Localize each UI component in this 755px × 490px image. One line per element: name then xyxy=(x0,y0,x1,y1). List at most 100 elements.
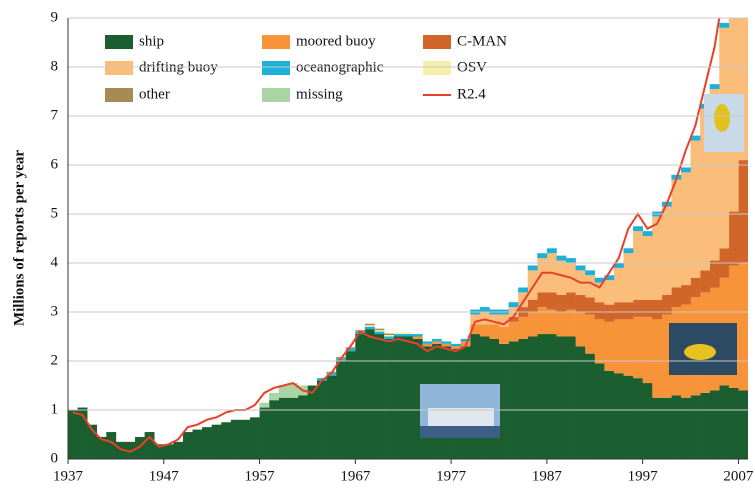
bar-segment xyxy=(441,341,452,344)
bar-segment xyxy=(585,275,596,298)
bar-segment xyxy=(566,309,576,337)
bar-segment xyxy=(87,424,98,459)
bar-segment xyxy=(230,419,241,459)
bar-segment xyxy=(700,392,710,459)
bar-segment xyxy=(690,135,701,141)
bar-segment xyxy=(96,436,107,459)
bar-segment xyxy=(211,424,222,459)
bar-segment xyxy=(317,380,327,459)
bar-segment xyxy=(326,375,337,459)
bar-segment xyxy=(384,336,394,339)
bar-segment xyxy=(393,336,404,459)
bar-segment xyxy=(508,321,519,342)
bar-segment xyxy=(288,397,299,459)
bar-segment xyxy=(479,312,490,325)
bar-segment xyxy=(135,436,145,459)
bar-segment xyxy=(508,316,519,322)
bar-segment xyxy=(594,282,605,303)
bar-segment xyxy=(527,270,538,300)
bar-segment xyxy=(115,441,126,459)
bar-segment xyxy=(384,338,394,459)
photo xyxy=(420,94,744,438)
bar-segment xyxy=(738,160,748,263)
bar-segment xyxy=(77,407,88,459)
bar-segment xyxy=(154,444,165,459)
bar-segment xyxy=(470,324,481,335)
x-tick-label: 1937 xyxy=(53,468,84,484)
legend-label: R2.4 xyxy=(457,86,486,102)
bar-segment xyxy=(709,390,720,459)
bar-segment xyxy=(680,397,691,459)
bar-segment xyxy=(680,167,691,173)
bar-segment xyxy=(546,248,557,254)
bar-segment xyxy=(575,312,586,347)
bar-segment xyxy=(709,84,720,90)
bar-segment xyxy=(623,375,634,459)
legend-swatch xyxy=(262,88,290,102)
bar-segment xyxy=(642,299,653,317)
bar-segment xyxy=(498,326,509,344)
legend-swatch xyxy=(105,61,133,75)
legend-label: missing xyxy=(296,86,343,102)
bar-segment xyxy=(671,179,682,288)
bar-segment xyxy=(556,312,567,337)
x-tick-label: 1977 xyxy=(436,468,467,484)
y-tick-label: 9 xyxy=(51,9,59,25)
bar-segment xyxy=(575,265,586,271)
bar-segment xyxy=(623,248,634,254)
bar-segment xyxy=(384,335,394,337)
bar-segment xyxy=(374,328,385,331)
bar-segment xyxy=(345,347,356,349)
y-tick-label: 8 xyxy=(51,58,59,74)
bar-segment xyxy=(613,267,624,303)
bar-segment xyxy=(259,402,270,408)
bar-segment xyxy=(661,314,672,398)
bar-segment xyxy=(575,346,586,459)
bar-segment xyxy=(479,307,490,312)
bar-segment xyxy=(633,226,643,232)
bar-segment xyxy=(642,383,653,459)
bar-segment xyxy=(278,385,289,398)
bar-segment xyxy=(537,307,548,335)
y-tick-label: 3 xyxy=(51,303,59,319)
bar-segment xyxy=(125,441,136,459)
bar-segment xyxy=(498,314,509,327)
bar-segment xyxy=(566,292,576,310)
bar-segment xyxy=(652,299,663,320)
bar-segment xyxy=(412,336,423,339)
bar-segment xyxy=(364,325,375,327)
bar-segment xyxy=(364,323,375,326)
bar-segment xyxy=(269,392,280,401)
bar-segment xyxy=(604,321,615,371)
bar-segment xyxy=(508,302,519,308)
x-tick-label: 1997 xyxy=(628,468,659,484)
bar-segment xyxy=(585,270,596,276)
bar-segment xyxy=(182,432,193,459)
bar-segment xyxy=(604,304,615,322)
bar-segment xyxy=(546,309,557,335)
bar-segment xyxy=(451,343,461,347)
bar-segment xyxy=(652,397,663,459)
bar-segment xyxy=(585,314,596,354)
legend-swatch xyxy=(105,88,133,102)
bar-segment xyxy=(508,341,519,459)
bar-segment xyxy=(393,334,404,337)
bar-segment xyxy=(604,275,615,281)
bar-segment xyxy=(163,444,174,459)
line-series xyxy=(72,18,721,453)
bar-segment xyxy=(728,211,739,266)
y-axis-label: Millions of reports per year xyxy=(11,150,27,326)
bar-segment xyxy=(307,385,318,459)
bar-segment xyxy=(719,385,730,459)
bar-segment xyxy=(546,334,557,459)
bar-segment xyxy=(240,419,251,459)
bar-segment xyxy=(527,265,538,271)
bar-segment xyxy=(479,324,490,337)
bar-segment xyxy=(700,108,710,271)
bar-segment xyxy=(738,18,748,161)
bar-segment xyxy=(527,299,538,312)
bar-segment xyxy=(202,427,212,459)
x-tick-label: 1947 xyxy=(149,468,180,484)
bar-segment xyxy=(709,89,720,261)
bar-segment xyxy=(403,334,414,337)
